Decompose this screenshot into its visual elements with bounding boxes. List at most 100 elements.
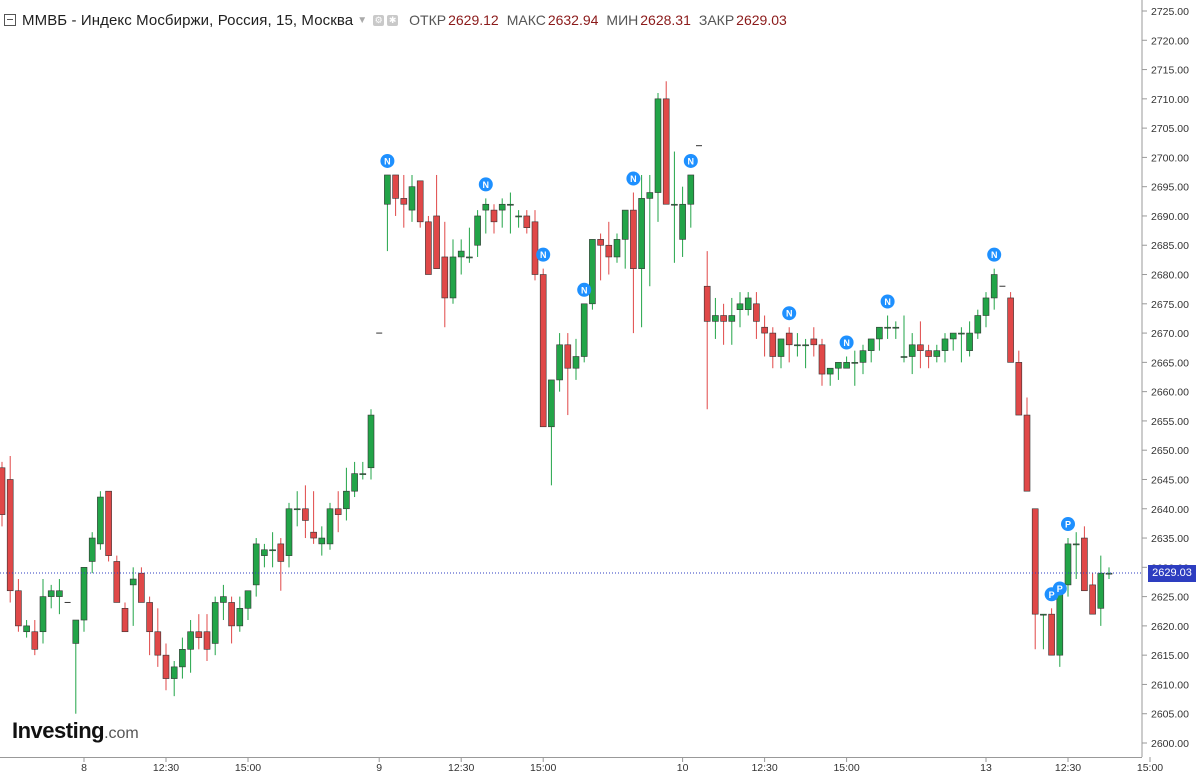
candle-body [564, 344, 572, 369]
news-marker-label: P [1065, 520, 1071, 530]
candle-body [88, 537, 96, 562]
candle-body [129, 578, 137, 586]
candle-body [851, 362, 859, 364]
candle-body [1040, 613, 1047, 616]
candle-body [949, 332, 957, 340]
candle-body [900, 356, 908, 358]
candle-body [785, 332, 793, 346]
candle-body [597, 239, 604, 246]
candle-body [154, 631, 162, 656]
y-tick-label: 2690.00 [1151, 211, 1189, 223]
candle-body [703, 285, 711, 322]
candle-body [638, 198, 645, 269]
candle-body [269, 549, 276, 552]
settings-icon[interactable]: ⚙ [373, 14, 385, 26]
x-tick-label: 12:30 [153, 762, 179, 774]
y-tick-label: 2695.00 [1151, 182, 1189, 194]
candle-body [498, 203, 506, 211]
candle-body [654, 98, 662, 193]
news-marker [987, 247, 1002, 262]
candle-body [457, 250, 465, 258]
candle-body [203, 631, 211, 650]
candle-body [97, 496, 104, 545]
candle-body [867, 338, 875, 351]
candle-body [1056, 590, 1064, 656]
candle-body [933, 350, 941, 357]
candle-body [170, 666, 178, 679]
investing-logo[interactable]: Investing.com [12, 718, 139, 744]
y-tick-label: 2675.00 [1151, 299, 1189, 311]
candle-body [408, 186, 416, 211]
x-tick-label: 13 [980, 762, 992, 774]
news-marker-label: P [1049, 590, 1055, 600]
candle-body [523, 215, 531, 228]
y-tick-label: 2635.00 [1151, 533, 1189, 545]
candle-body [1031, 508, 1039, 615]
candle-body [876, 326, 883, 340]
candle-body [392, 174, 399, 199]
chevron-down-icon[interactable]: ▼ [357, 14, 368, 26]
low-value: 2628.31 [640, 12, 691, 28]
candle-body [507, 203, 514, 206]
candle-body [146, 602, 153, 633]
candle-body [728, 315, 736, 322]
candle-body [818, 344, 826, 375]
news-marker [478, 177, 493, 192]
candle-body [416, 180, 424, 223]
news-marker-label: P [1057, 584, 1063, 594]
open-label: ОТКР [409, 12, 447, 28]
candle-body [310, 531, 317, 539]
news-marker-label: N [483, 180, 490, 190]
symbol-title[interactable]: ММВБ - Индекс Мосбиржи, Россия, 15, Моск… [22, 11, 354, 29]
news-marker [880, 294, 895, 309]
candle-body [252, 543, 260, 586]
open-value: 2629.12 [448, 12, 499, 28]
y-tick-label: 2620.00 [1151, 621, 1189, 633]
news-marker [1052, 581, 1067, 596]
candle-body [187, 631, 194, 650]
candle-body [777, 338, 785, 357]
candle-body [1048, 613, 1055, 656]
candle-body [72, 619, 80, 644]
news-marker [782, 306, 797, 321]
y-tick-label: 2610.00 [1151, 679, 1189, 691]
x-tick-label: 12:30 [448, 762, 474, 774]
y-tick-label: 2640.00 [1151, 504, 1189, 516]
news-marker [536, 247, 551, 262]
candle-body [720, 315, 727, 322]
news-marker-label: N [991, 250, 998, 260]
news-marker [1061, 517, 1075, 532]
y-tick-label: 2660.00 [1151, 387, 1189, 399]
candle-body [892, 326, 900, 329]
candle-body [630, 209, 637, 269]
candle-body [466, 256, 473, 259]
candle-body [843, 362, 850, 369]
candle-body [1023, 414, 1031, 492]
candle-body [359, 473, 367, 475]
x-tick-label: 8 [81, 762, 87, 774]
collapse-icon[interactable] [4, 14, 16, 26]
candle-body [687, 174, 695, 205]
news-marker [683, 153, 698, 168]
gear-icon[interactable]: ✱ [387, 14, 399, 26]
candle-body [244, 590, 252, 609]
y-tick-label: 2670.00 [1151, 328, 1189, 340]
candle-body [1089, 584, 1096, 615]
candle-body [736, 303, 744, 310]
news-marker-label: N [884, 297, 891, 307]
y-tick-label: 2625.00 [1151, 592, 1189, 604]
candle-body [343, 490, 350, 510]
high-value: 2632.94 [547, 12, 599, 28]
y-tick-label: 2725.00 [1151, 6, 1189, 18]
candle-body [6, 479, 14, 592]
candle-body [646, 192, 654, 199]
candle-body [556, 344, 563, 381]
candle-body [425, 221, 432, 275]
candle-body [662, 98, 670, 205]
candle-body [179, 649, 186, 668]
candle-body [105, 490, 112, 556]
candle-body [769, 332, 777, 357]
candle-body [990, 274, 998, 299]
